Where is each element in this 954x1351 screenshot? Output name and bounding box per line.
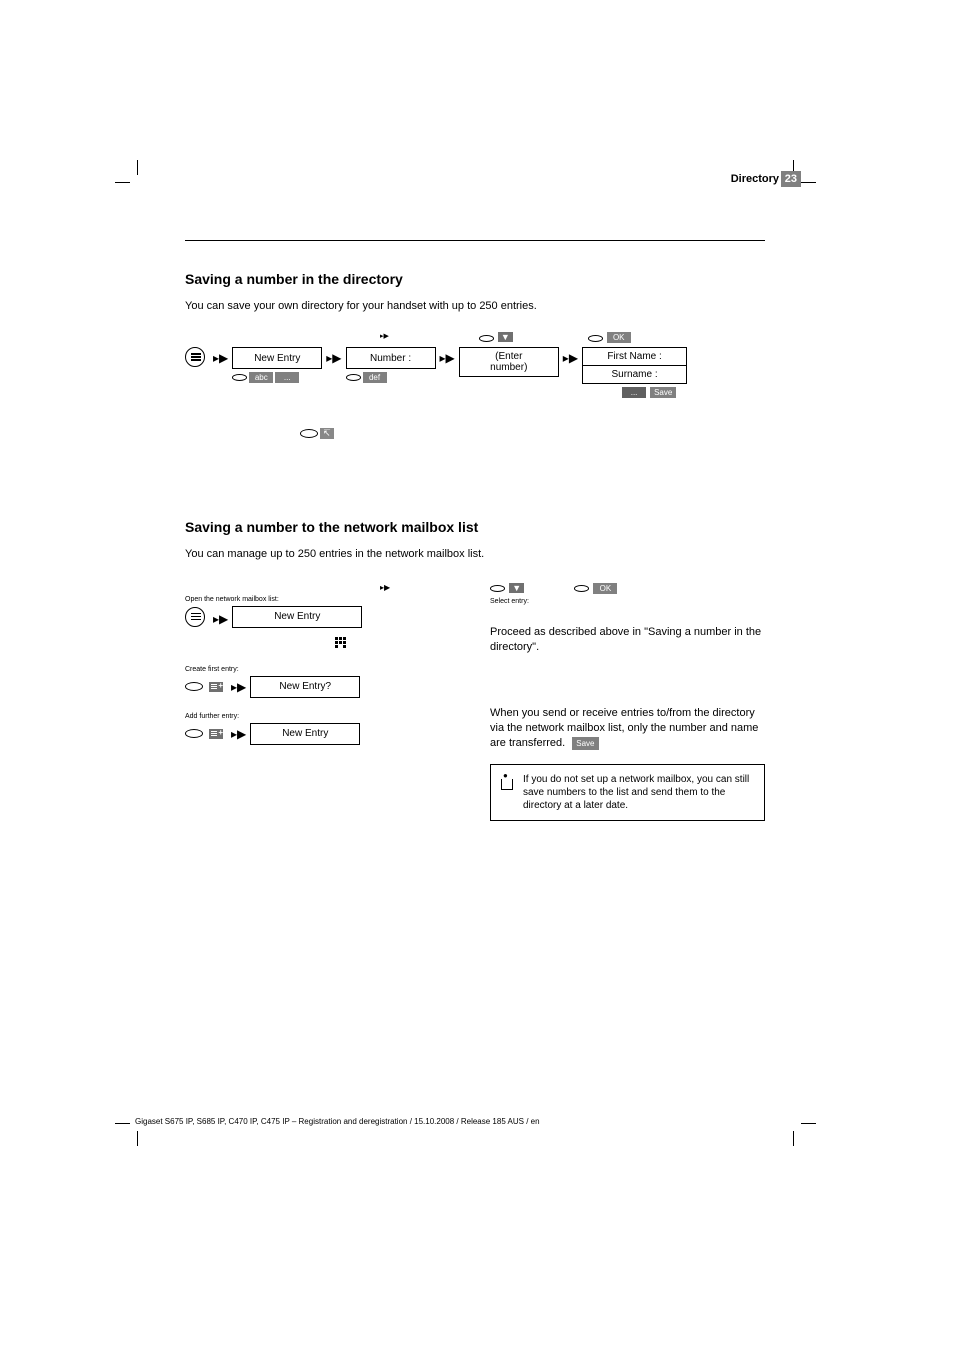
flow-substep: Create first entry: ▸▶ New Entry? <box>185 666 460 698</box>
flow-hint: ▸▶ <box>380 583 460 592</box>
softkey-label: ... <box>275 372 299 383</box>
softkey-label: def <box>363 372 387 383</box>
two-column-layout: ▸▶ Open the network mailbox list: ▸▶ New… <box>185 583 765 821</box>
arrow-icon: ▸▶ <box>440 351 455 365</box>
page-footer: Gigaset S675 IP, S685 IP, C470 IP, C475 … <box>135 1117 540 1126</box>
return-hint: Press back-key to return. ↸ <box>300 428 765 439</box>
menu-icon <box>185 347 205 367</box>
softkey-save-label: Save <box>572 737 598 750</box>
info-text: If you do not set up a network mailbox, … <box>523 773 756 812</box>
info-icon <box>499 773 515 791</box>
paragraph: Proceed as described above in "Saving a … <box>490 625 765 656</box>
flow-substep: Add further entry: ▸▶ New Entry <box>185 713 460 745</box>
arrow-icon: ▸▶ <box>213 612 228 626</box>
section-intro: You can manage up to 250 entries in the … <box>185 547 765 562</box>
arrow-icon: ▸▶ <box>231 727 246 741</box>
arrow-icon: ▸▶ <box>213 351 228 365</box>
flow-hint-row: ▼ OK <box>490 583 765 594</box>
flow-box: New Entry? <box>250 676 360 698</box>
menu-icon <box>185 607 205 627</box>
back-icon: ↸ <box>320 428 334 439</box>
softkey-label: ... <box>622 387 646 398</box>
left-column: ▸▶ Open the network mailbox list: ▸▶ New… <box>185 583 460 821</box>
crop-mark <box>786 1116 816 1146</box>
page-content: Saving a number in the directory You can… <box>185 170 765 821</box>
flow-hint: Select entry: <box>490 598 765 605</box>
add-list-icon <box>209 682 223 692</box>
flow-hint: ▸▶ <box>380 332 389 343</box>
flow-diagram-1: ▸▶ ▼ OK ▸▶ New Entry abc ... ▸ <box>185 332 765 439</box>
arrow-icon: ▸▶ <box>563 351 578 365</box>
arrow-icon: ▸▶ <box>231 680 246 694</box>
flow-hint: OK <box>588 332 631 343</box>
section-title: Saving a number in the directory <box>185 271 765 287</box>
softkey-label: abc <box>249 372 273 383</box>
flow-box: New Entry <box>232 347 322 369</box>
section-title: Saving a number to the network mailbox l… <box>185 519 765 535</box>
flow-hint: Open the network mailbox list: <box>185 596 460 603</box>
pixel-icon <box>335 636 460 654</box>
paragraph: When you send or receive entries to/from… <box>490 706 765 752</box>
info-box: If you do not set up a network mailbox, … <box>490 764 765 821</box>
add-list-icon <box>209 729 223 739</box>
section-intro: You can save your own directory for your… <box>185 299 765 314</box>
arrow-icon: ▸▶ <box>326 351 341 365</box>
flow-box: New Entry <box>232 606 362 628</box>
divider <box>185 240 765 241</box>
softkey-save-label: Save <box>650 387 676 398</box>
right-column: ▼ OK Select entry: Proceed as described … <box>490 583 765 821</box>
flow-box: (Enter number) <box>459 347 559 377</box>
crop-mark <box>115 160 145 190</box>
flow-box-stack: First Name : Surname : <box>582 347 687 384</box>
page-number: 23 <box>781 171 801 187</box>
flow-box: New Entry <box>250 723 360 745</box>
flow-hint: ▼ <box>479 332 513 343</box>
flow-box: Number : <box>346 347 436 369</box>
